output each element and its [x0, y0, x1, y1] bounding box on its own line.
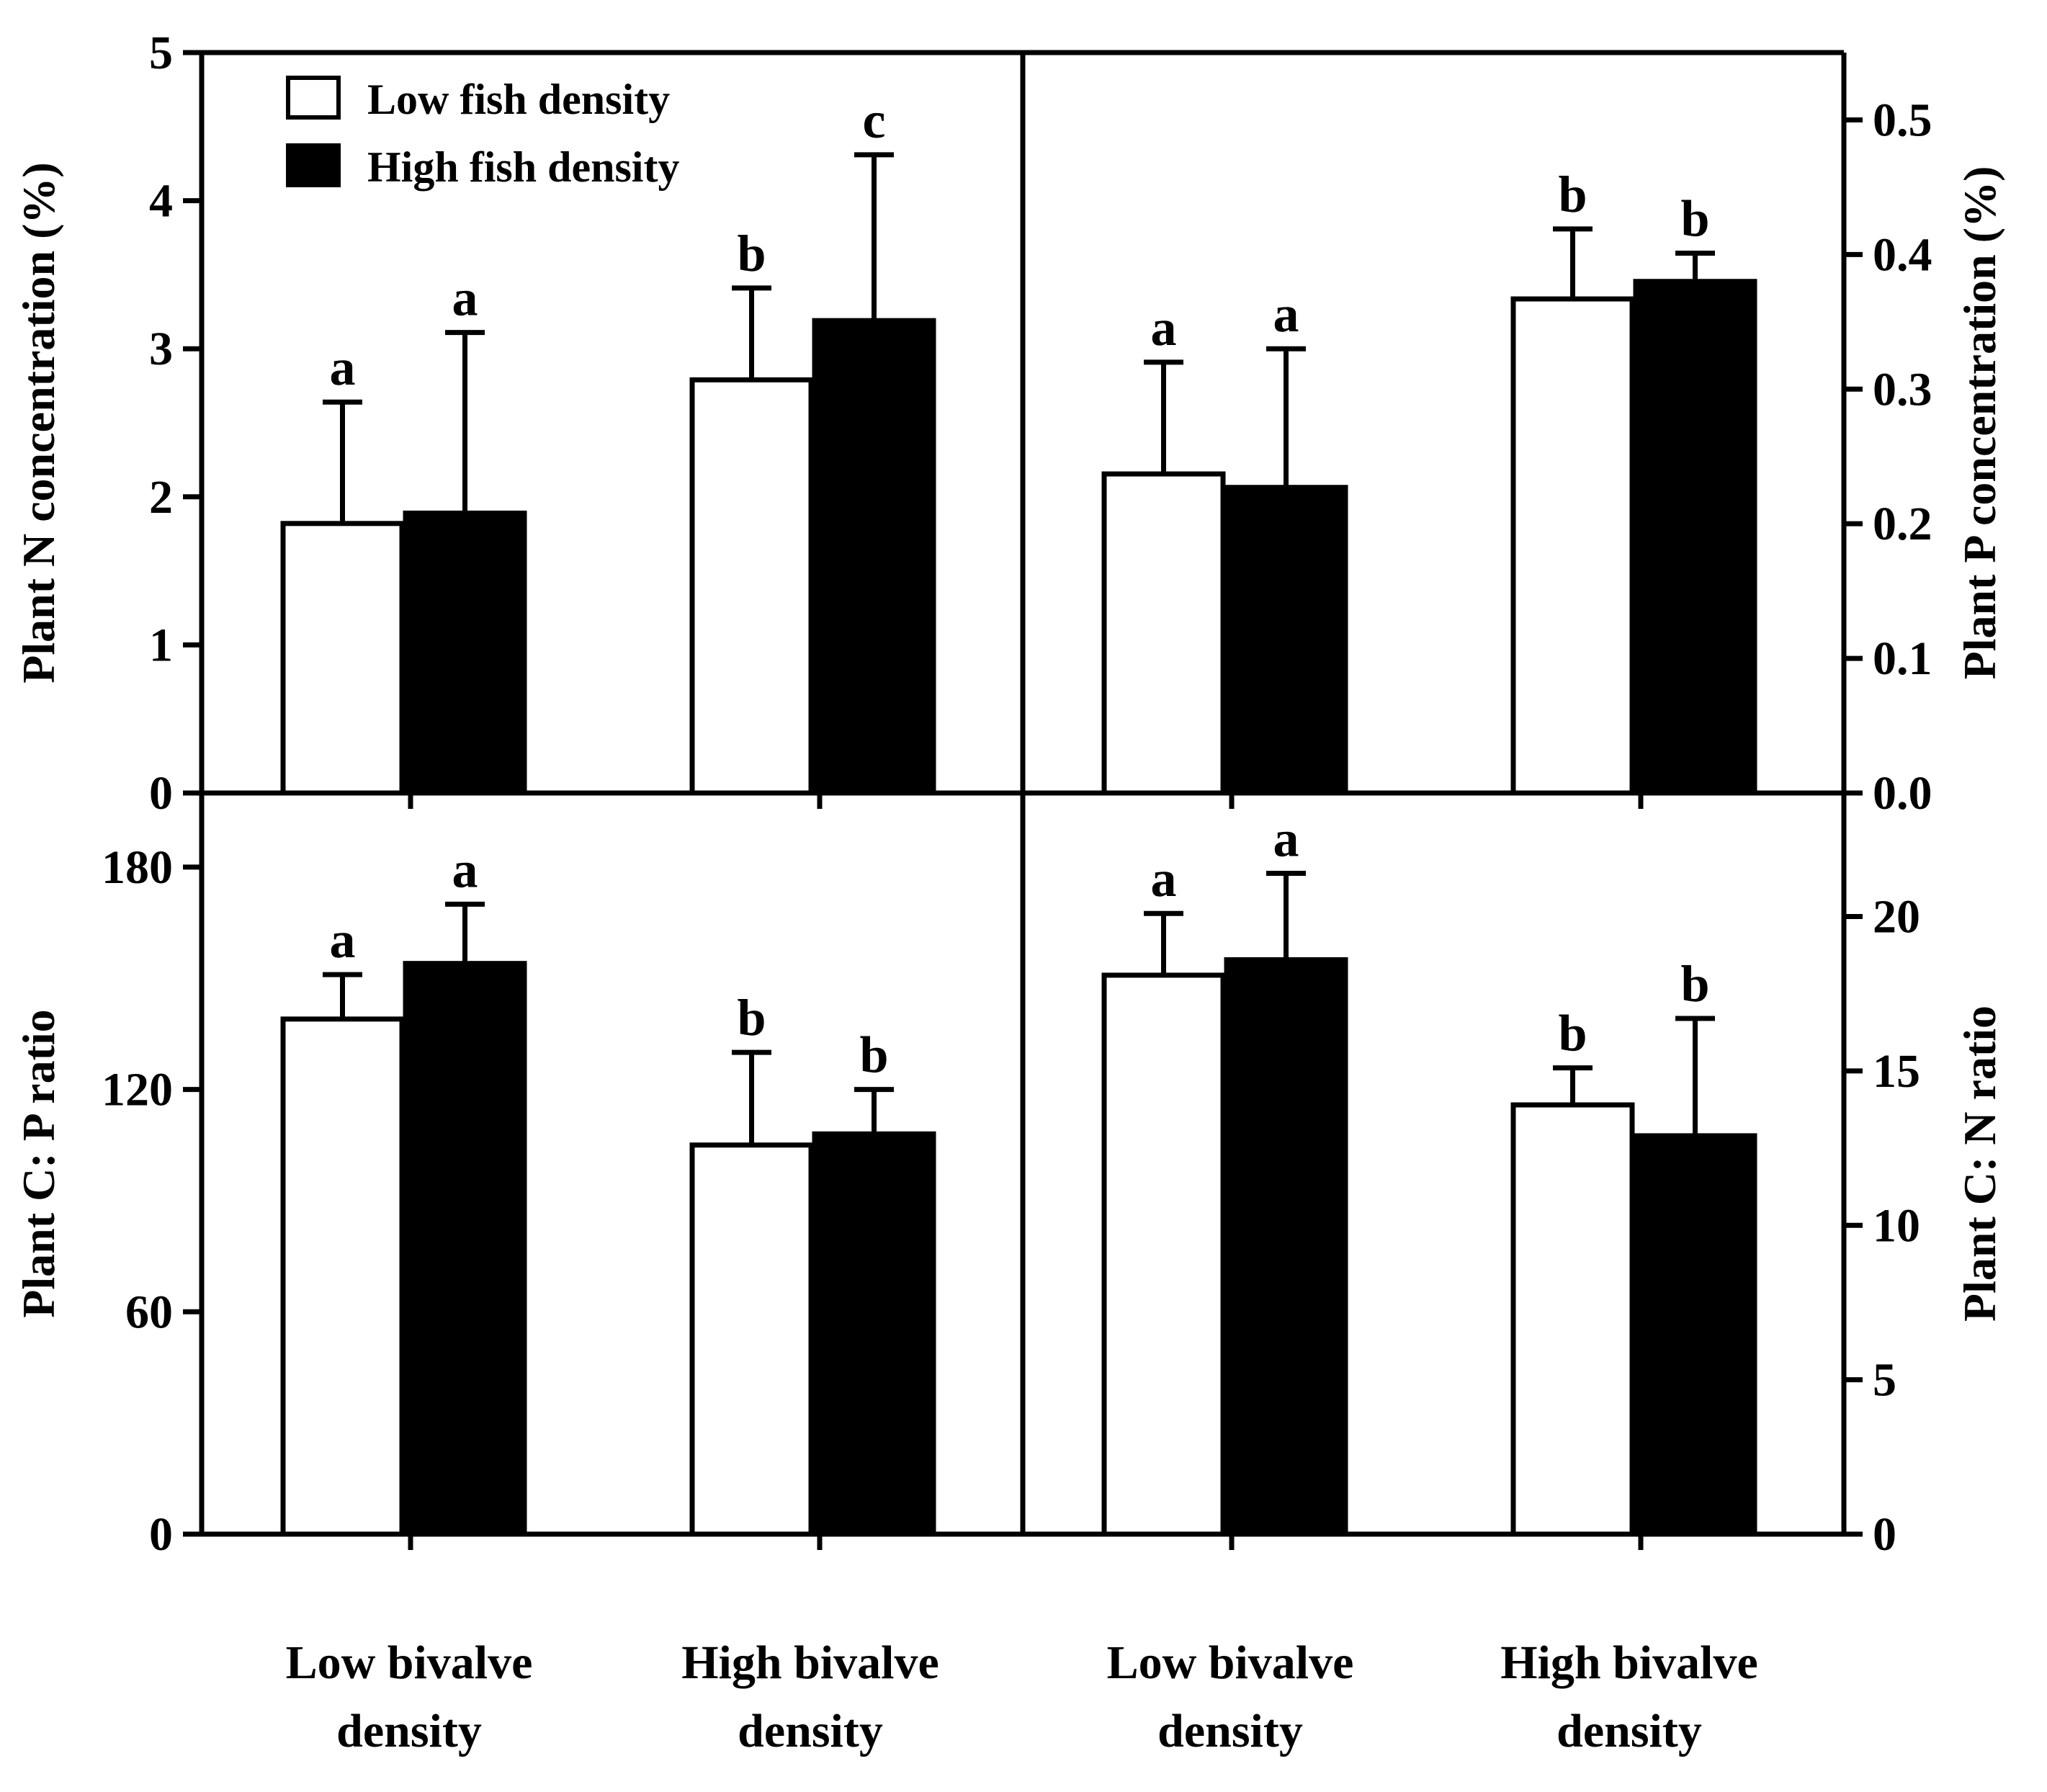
legend-label-high-fish: High fish density [367, 143, 679, 191]
legend-label-low-fish: Low fish density [367, 76, 670, 123]
y-tick-label-cp-0: 0 [149, 1508, 173, 1561]
bar-p-s0-c1 [1510, 296, 1635, 796]
y-tick-label-cn-4: 20 [1873, 891, 1920, 944]
bar-cp-s1-c0 [403, 961, 527, 1537]
sig-letter-cn-s0-c0: a [1151, 850, 1177, 908]
sig-letter-cp-s1-c0: a [452, 841, 478, 898]
panel-n: 0 1 2 3 4 5 Plant N concentration (%) a b a c [13, 27, 936, 820]
category-label-low-bivalve-right-line2: density [1157, 1705, 1303, 1757]
y-tick-label-p-5: 0.5 [1873, 94, 1932, 146]
panel-cp: 0 60 120 180 Plant C: P ratio a b a b [13, 841, 936, 1561]
y-axis-title-cn: Plant C: N ratio [1954, 1005, 2005, 1322]
bar-cn-s1-c1 [1633, 1133, 1757, 1537]
category-label-high-bivalve-line1: High bivalve [681, 1636, 939, 1689]
sig-letter-cp-s1-c1: b [859, 1026, 888, 1084]
y-tick-label-cp-2: 120 [102, 1064, 173, 1116]
category-label-high-bivalve-right-line1: High bivalve [1500, 1636, 1758, 1689]
sig-letter-n-s1-c0: a [452, 269, 478, 327]
y-tick-label-p-0: 0.0 [1873, 767, 1932, 820]
category-label-high-bivalve-line2: density [738, 1705, 883, 1757]
panel-frame [199, 50, 1847, 1537]
sig-letter-p-s1-c0: a [1273, 285, 1299, 343]
category-label-low-bivalve-line1: Low bivalve [286, 1636, 533, 1689]
y-axis-title-cp: Plant C: P ratio [13, 1009, 64, 1317]
legend: Low fish density High fish density [286, 76, 679, 191]
bar-n-s1-c0 [403, 510, 527, 796]
bar-n-s0-c1 [689, 377, 814, 796]
category-label-high-bivalve-right-line2: density [1556, 1705, 1702, 1757]
category-labels: Low bivalve density High bivalve density… [286, 1636, 1758, 1757]
y-tick-label-cp-3: 180 [102, 841, 173, 894]
sig-letter-cp-s0-c1: b [737, 989, 766, 1047]
bar-p-s0-c0 [1101, 471, 1226, 796]
y-axis-title-p: Plant P concentration (%) [1954, 166, 2005, 680]
sig-letter-p-s0-c1: b [1558, 166, 1587, 223]
y-tick-label-p-2: 0.2 [1873, 498, 1932, 550]
y-tick-label-p-4: 0.4 [1873, 228, 1932, 281]
sig-letter-p-s0-c0: a [1151, 299, 1177, 357]
y-tick-label-cn-2: 10 [1873, 1199, 1920, 1252]
sig-letter-n-s0-c0: a [330, 339, 356, 396]
bar-cp-s0-c1 [689, 1142, 814, 1537]
y-axis-title-n: Plant N concentration (%) [13, 162, 64, 683]
y-tick-label-cn-1: 5 [1873, 1354, 1896, 1407]
sig-letter-cn-s1-c1: b [1680, 955, 1709, 1013]
category-label-low-bivalve-right-line1: Low bivalve [1107, 1636, 1354, 1689]
bar-n-s0-c0 [280, 521, 405, 796]
bar-cn-s1-c0 [1224, 957, 1348, 1537]
bar-p-s1-c0 [1224, 485, 1348, 796]
y-tick-label-p-1: 0.1 [1873, 632, 1932, 685]
y-tick-label-cn-0: 0 [1873, 1508, 1896, 1561]
y-tick-label-p-3: 0.3 [1873, 363, 1932, 416]
bar-cp-s0-c0 [280, 1016, 405, 1537]
bar-cp-s1-c1 [812, 1131, 936, 1537]
bar-p-s1-c1 [1633, 279, 1757, 796]
legend-swatch-low-fish [286, 76, 341, 120]
sig-letter-n-s0-c1: b [737, 225, 766, 282]
y-tick-label-cp-1: 60 [125, 1286, 173, 1338]
legend-swatch-high-fish [286, 143, 341, 187]
sig-letter-cn-s0-c1: b [1558, 1005, 1587, 1062]
sig-letter-cp-s0-c0: a [330, 911, 356, 969]
bar-cn-s0-c0 [1101, 972, 1226, 1537]
y-tick-label-n-3: 3 [149, 323, 173, 375]
y-tick-label-n-1: 1 [149, 619, 173, 671]
category-label-low-bivalve-line2: density [336, 1705, 482, 1757]
y-tick-label-n-4: 4 [149, 175, 173, 228]
y-tick-label-n-0: 0 [149, 767, 173, 820]
sig-letter-cn-s1-c0: a [1273, 810, 1299, 867]
bar-n-s1-c1 [812, 318, 936, 796]
sig-letter-n-s1-c1: c [863, 91, 886, 149]
y-tick-label-cn-3: 15 [1873, 1045, 1920, 1098]
y-tick-label-n-2: 2 [149, 471, 173, 524]
y-tick-label-n-5: 5 [149, 27, 173, 79]
sig-letter-p-s1-c1: b [1680, 189, 1709, 247]
bar-cn-s0-c1 [1510, 1102, 1635, 1537]
